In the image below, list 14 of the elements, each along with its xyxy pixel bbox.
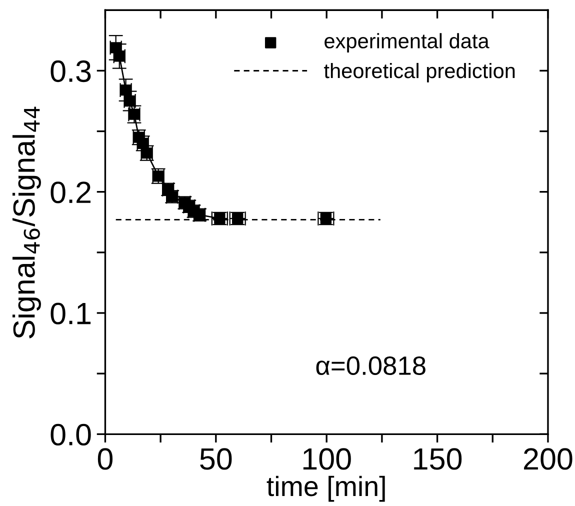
legend-label: experimental data xyxy=(324,33,490,53)
y-tick-label: 0.3 xyxy=(50,60,91,82)
legend-label: theoretical prediction xyxy=(324,62,515,82)
y-tick-label: 0.1 xyxy=(50,302,91,324)
y-tick-label: 0.2 xyxy=(50,182,90,204)
annotation: α=0.0818 xyxy=(316,356,426,376)
y-axis-title: Signal$_{46}$/Signal$_{44}$ xyxy=(12,106,41,338)
text: 0.0 xyxy=(50,424,91,446)
x-axis-title: time [min] xyxy=(266,476,385,502)
x-tick-label: 150 xyxy=(414,448,462,470)
x-tick-label: 200 xyxy=(524,448,572,470)
x-tick-label: 100 xyxy=(303,448,351,470)
x-tick-label: 50 xyxy=(200,448,232,470)
x-tick-label: 0 xyxy=(98,448,113,470)
